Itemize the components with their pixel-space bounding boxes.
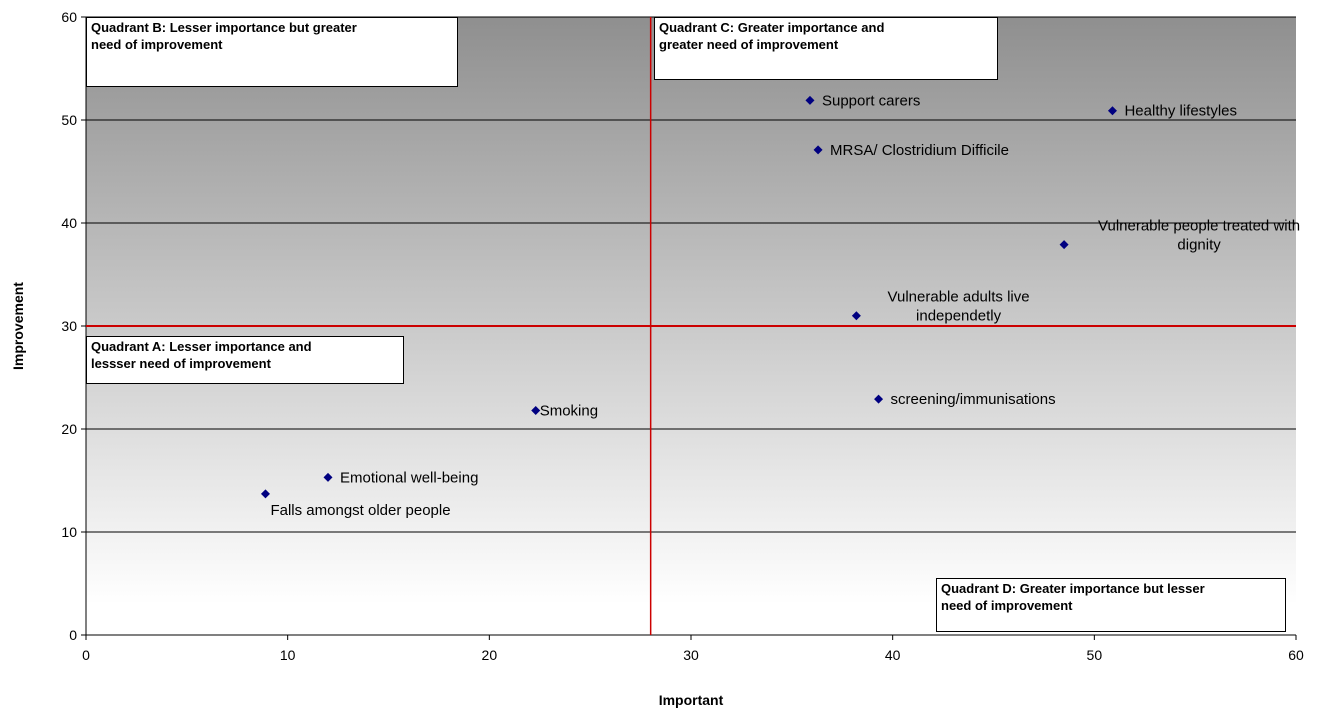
data-label: Support carers	[822, 92, 920, 109]
quadrant-d-line-2: need of improvement	[941, 598, 1073, 613]
data-label: screening/immunisations	[891, 391, 1056, 408]
x-axis-title: Important	[659, 692, 724, 708]
quadrant-a-box: Quadrant A: Lesser importance and lessse…	[86, 336, 404, 384]
quadrant-a-line-1: Quadrant A: Lesser importance and	[91, 339, 312, 354]
data-points: Support carers Healthy lifestyles MRSA/ Cl…	[260, 92, 1300, 519]
y-axis-title: Improvement	[10, 282, 26, 370]
quadrant-d-line-1: Quadrant D: Greater importance but lesse…	[941, 581, 1205, 596]
x-tick-label: 50	[1087, 647, 1103, 663]
data-label: Vulnerable people treated with dignity	[1098, 218, 1300, 254]
x-tick-label: 60	[1288, 647, 1304, 663]
y-tick-label: 20	[61, 421, 77, 437]
data-point	[851, 311, 861, 321]
x-tick-label: 30	[683, 647, 699, 663]
x-tick-label: 0	[82, 647, 90, 663]
quadrant-b-box: Quadrant B: Lesser importance but greate…	[86, 17, 458, 87]
quadrant-b-line-1: Quadrant B: Lesser importance but greate…	[91, 20, 357, 35]
data-point	[1107, 106, 1117, 116]
quadrant-b-line-2: need of improvement	[91, 37, 223, 52]
y-tick-label: 0	[69, 627, 77, 643]
data-point	[1059, 240, 1069, 250]
data-label-line: dignity	[1177, 237, 1221, 254]
data-label-line: Vulnerable people treated with	[1098, 218, 1300, 235]
data-point	[260, 489, 270, 499]
data-point	[874, 394, 884, 404]
quadrant-c-line-2: greater need of improvement	[659, 37, 839, 52]
data-point	[531, 405, 541, 415]
y-tick-label: 30	[61, 318, 77, 334]
quadrant-d-box: Quadrant D: Greater importance but lesse…	[936, 578, 1286, 632]
data-label: Emotional well-being	[340, 469, 478, 486]
tick-labels: 0 10 20 30 40 50 60 0 10 20 30 40 50 60	[61, 9, 1304, 663]
data-label: MRSA/ Clostridium Difficile	[830, 142, 1009, 159]
y-tick-label: 40	[61, 215, 77, 231]
quadrant-c-box: Quadrant C: Greater importance and great…	[654, 17, 998, 80]
x-tick-label: 10	[280, 647, 296, 663]
data-label-line: independetly	[916, 308, 1002, 325]
x-tick-label: 40	[885, 647, 901, 663]
data-label: Vulnerable adults live independetly	[888, 289, 1030, 325]
quadrant-c-line-1: Quadrant C: Greater importance and	[659, 20, 885, 35]
data-point	[323, 472, 333, 482]
quadrant-a-line-2: lessser need of improvement	[91, 356, 271, 371]
data-label: Smoking	[540, 402, 598, 419]
data-point	[813, 145, 823, 155]
quadrant-lines	[86, 17, 1296, 635]
data-label-line: Vulnerable adults live	[888, 289, 1030, 306]
x-tick-label: 20	[482, 647, 498, 663]
y-tick-label: 10	[61, 524, 77, 540]
data-label: Falls amongst older people	[270, 502, 450, 519]
data-label: Healthy lifestyles	[1124, 103, 1237, 120]
y-tick-label: 60	[61, 9, 77, 25]
y-tick-label: 50	[61, 112, 77, 128]
data-point	[805, 95, 815, 105]
